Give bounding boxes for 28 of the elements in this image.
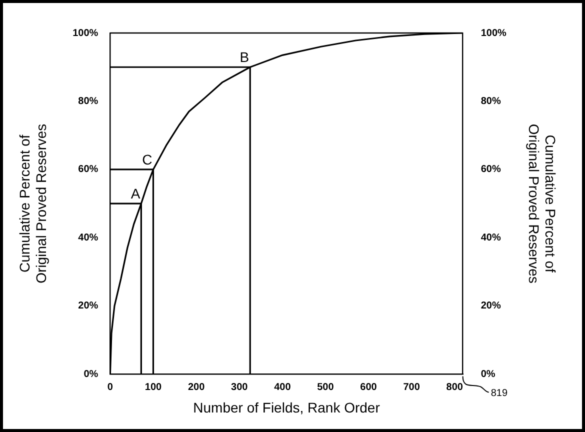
x-tick-label: 300 bbox=[231, 382, 248, 393]
x-tick-label: 200 bbox=[188, 382, 206, 393]
y2-tick-label: 40% bbox=[480, 232, 501, 244]
y2-tick-label: 80% bbox=[480, 96, 501, 107]
y-tick-label: 40% bbox=[78, 232, 98, 244]
x-tick-label: 100 bbox=[144, 382, 162, 393]
y-tick-label: 80% bbox=[78, 96, 98, 107]
y-tick-label: 0% bbox=[84, 368, 98, 380]
y2-tick-label: 100% bbox=[480, 28, 507, 39]
annotation: C bbox=[142, 151, 152, 168]
y2-tick-label: 60% bbox=[480, 164, 501, 176]
text: 819 bbox=[490, 388, 508, 399]
y-tick-label: 60% bbox=[78, 164, 98, 176]
y2-tick-label: 20% bbox=[480, 300, 501, 312]
y2-axis-title: Cumulative Percent of Original Proved Reserves bbox=[526, 124, 559, 284]
x-tick-label: 600 bbox=[360, 382, 378, 393]
y-tick-label: 20% bbox=[78, 300, 98, 312]
x-tick-label: 500 bbox=[317, 382, 334, 393]
annotation: B bbox=[240, 48, 250, 65]
y-axis-title: Cumulative Percent of Original Proved Reserves bbox=[16, 124, 50, 284]
x-tick-label: 400 bbox=[274, 382, 292, 393]
x-axis-title: Number of Fields, Rank Order bbox=[193, 399, 380, 416]
y-tick-label: 100% bbox=[72, 28, 98, 39]
annotation: A bbox=[130, 185, 141, 202]
x-tick-label: 0 bbox=[107, 382, 114, 393]
x-tick-label: 700 bbox=[403, 382, 420, 393]
y2-tick-label: 0% bbox=[480, 368, 496, 380]
x-tick-label: 800 bbox=[446, 382, 464, 393]
